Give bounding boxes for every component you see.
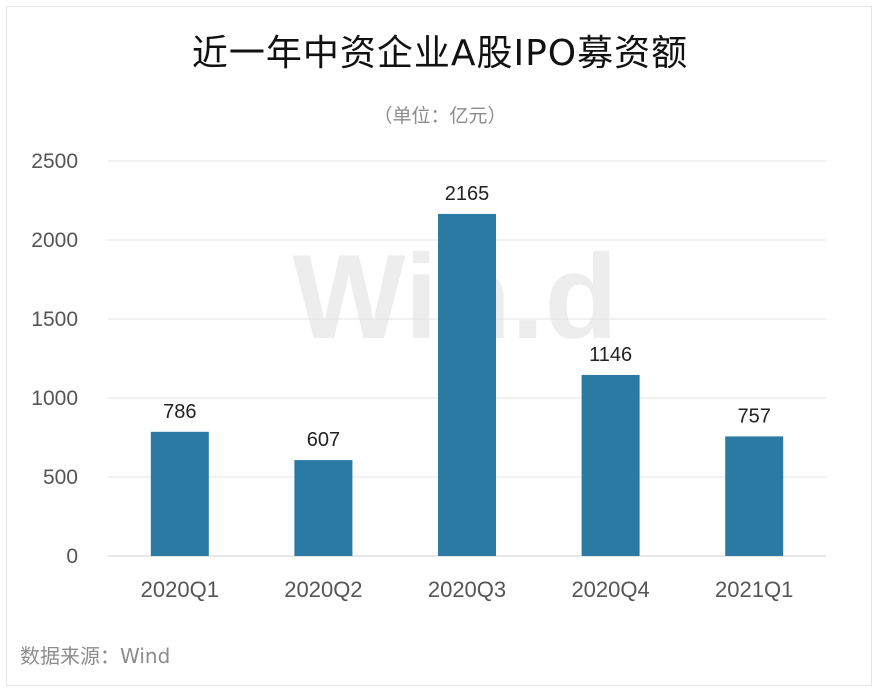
chart-subtitle: （单位：亿元） [373, 105, 507, 127]
x-tick-label: 2021Q1 [715, 577, 793, 602]
y-tick-label: 1500 [31, 308, 78, 331]
source-note: 数据来源：Wind [20, 644, 171, 668]
data-label: 1146 [589, 344, 632, 366]
bar [725, 436, 784, 556]
y-tick-label: 2500 [31, 150, 78, 173]
bar [294, 460, 353, 556]
x-axis-ticks: 2020Q1 2020Q2 2020Q3 2020Q4 2021Q1 [141, 577, 794, 602]
data-label: 2165 [445, 183, 490, 205]
y-tick-label: 1000 [31, 387, 78, 410]
y-tick-label: 500 [43, 466, 78, 489]
data-label: 786 [163, 401, 196, 423]
x-tick-label: 2020Q1 [141, 577, 219, 602]
data-labels: 786 607 2165 1146 757 [163, 183, 771, 451]
y-tick-label: 2000 [31, 229, 78, 252]
bar [438, 213, 496, 556]
data-label: 607 [307, 429, 340, 451]
x-tick-label: 2020Q3 [428, 577, 506, 602]
x-tick-label: 2020Q2 [284, 577, 362, 602]
bar [581, 374, 640, 556]
x-tick-label: 2020Q4 [571, 577, 649, 602]
y-axis-ticks: 0 500 1000 1500 2000 2500 [31, 150, 78, 568]
data-label: 757 [738, 405, 771, 427]
y-tick-label: 0 [66, 545, 78, 568]
chart-title: 近一年中资企业A股IPO募资额 [191, 33, 689, 74]
bars [150, 213, 784, 556]
bar [150, 431, 209, 556]
